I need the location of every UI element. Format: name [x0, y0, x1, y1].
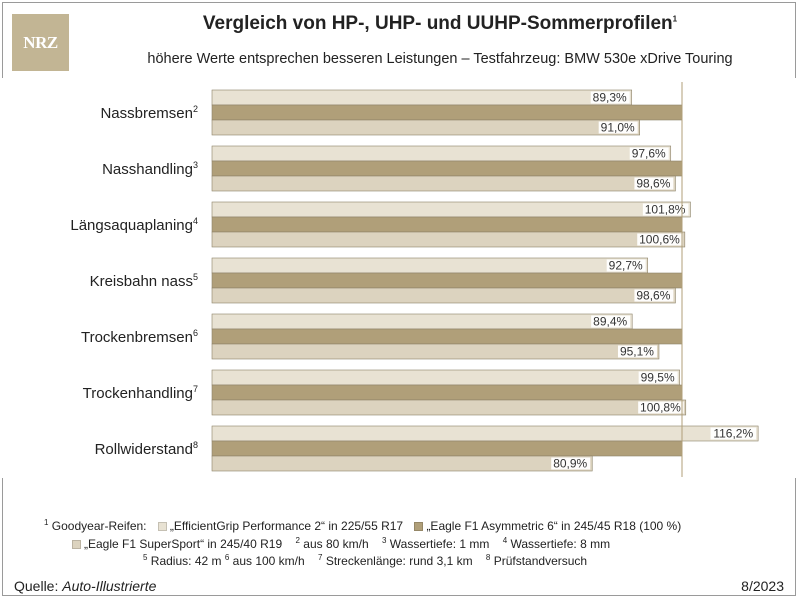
footnote-7: Streckenlänge: rund 3,1 km	[325, 554, 473, 568]
footnote-3: Wassertiefe: 1 mm	[389, 537, 490, 551]
bar-rollwiderstand-s3	[211, 455, 593, 472]
chart-subtitle: höhere Werte entsprechen besseren Leistu…	[147, 51, 733, 67]
data-label-bg-nassbremsen-s1	[590, 91, 630, 104]
source: Quelle: Auto-Illustrierte	[14, 578, 156, 594]
footnote-8: Prüfstandversuch	[493, 554, 588, 568]
data-label-bg-trockenbremsen-s1	[591, 315, 631, 328]
title-text: Vergleich von HP-, UHP- und UUHP-Sommerp…	[202, 13, 673, 34]
data-label-trockenhandling-s1: 99,5%	[641, 371, 675, 385]
bar-nasshandling-s3	[211, 175, 676, 192]
bar-trockenbremsen-s2	[211, 328, 683, 345]
chart-title: Vergleich von HP-, UHP- und UUHP-Sommerp…	[90, 13, 790, 35]
data-label-nassbremsen-s3: 91,0%	[601, 121, 635, 135]
data-label-l-ngsaquaplaning-s3: 100,6%	[639, 233, 680, 247]
bar-kreisbahn-nass-s1	[211, 257, 648, 274]
data-label-nasshandling-s3: 98,6%	[636, 177, 670, 191]
footnote-line-1: 1 Goodyear-Reifen: „EfficientGrip Perfor…	[44, 518, 681, 533]
title-footnote-mark: 1	[672, 14, 678, 24]
data-label-bg-nassbremsen-s3	[598, 121, 638, 134]
bar-trockenbremsen-s3	[211, 343, 660, 360]
data-label-bg-rollwiderstand-s1	[710, 427, 757, 440]
category-label-rollwiderstand: Rollwiderstand8	[95, 440, 198, 458]
legend-swatch-supersport	[72, 540, 81, 549]
bar-nasshandling-s1	[211, 145, 672, 162]
footnote-line-2: „Eagle F1 SuperSport“ in 245/40 R19 2 au…	[72, 536, 610, 551]
data-label-bg-nasshandling-s3	[634, 177, 674, 190]
data-label-trockenbremsen-s1: 89,4%	[593, 315, 627, 329]
category-label-trockenhandling: Trockenhandling7	[83, 384, 198, 402]
data-label-kreisbahn-nass-s1: 92,7%	[609, 259, 643, 273]
data-label-bg-trockenhandling-s3	[638, 401, 684, 414]
source-name: Auto-Illustrierte	[62, 578, 157, 594]
data-label-rollwiderstand-s1: 116,2%	[713, 427, 753, 441]
footnote-line-3: 5 Radius: 42 m 6 aus 100 km/h 7 Strecken…	[143, 553, 588, 568]
bar-trockenhandling-s2	[211, 384, 683, 401]
bar-nassbremsen-s3	[211, 119, 641, 136]
bar-trockenbremsen-s1	[211, 313, 633, 330]
data-label-l-ngsaquaplaning-s1: 101,8%	[645, 203, 686, 217]
publication-date: 8/2023	[741, 578, 784, 594]
category-label-kreisbahn-nass: Kreisbahn nass5	[90, 272, 198, 290]
data-label-bg-kreisbahn-nass-s3	[634, 289, 674, 302]
source-label: Quelle:	[14, 578, 59, 594]
legend-label-efficientgrip: „EfficientGrip Performance 2“ in 225/55 …	[169, 519, 404, 533]
category-label-trockenbremsen: Trockenbremsen6	[81, 328, 198, 346]
legend-label-supersport: „Eagle F1 SuperSport“ in 245/40 R19	[84, 537, 283, 551]
data-label-trockenhandling-s3: 100,8%	[640, 401, 681, 415]
data-label-bg-nasshandling-s1	[629, 147, 669, 160]
nrz-logo: NRZ	[12, 14, 69, 71]
legend-swatch-asymmetric	[414, 522, 424, 531]
bar-rollwiderstand-s2	[211, 440, 683, 457]
data-label-trockenbremsen-s3: 95,1%	[620, 345, 654, 359]
data-label-bg-l-ngsaquaplaning-s3	[637, 233, 683, 246]
category-label-nassbremsen: Nassbremsen2	[100, 104, 198, 122]
bar-l-ngsaquaplaning-s1	[211, 201, 691, 218]
data-label-bg-trockenbremsen-s3	[617, 345, 657, 358]
footnote-mark-1: 1	[44, 518, 49, 527]
bar-kreisbahn-nass-s2	[211, 272, 683, 289]
legend-swatch-efficientgrip	[157, 522, 167, 531]
category-label-l-ngsaquaplaning: Längsaquaplaning4	[70, 216, 198, 234]
category-label-nasshandling: Nasshandling3	[102, 160, 198, 178]
bar-l-ngsaquaplaning-s3	[211, 231, 686, 248]
bar-nassbremsen-s2	[211, 104, 683, 121]
bar-trockenhandling-s3	[211, 399, 687, 416]
footnote-2: aus 80 km/h	[303, 537, 369, 551]
data-label-kreisbahn-nass-s3: 98,6%	[636, 289, 670, 303]
bar-nassbremsen-s1	[211, 89, 633, 106]
data-label-bg-trockenhandling-s1	[638, 371, 678, 384]
footnote-4: Wassertiefe: 8 mm	[510, 537, 611, 551]
data-label-bg-l-ngsaquaplaning-s1	[642, 203, 689, 216]
footnote-5: Radius: 42 m	[150, 554, 222, 568]
bar-trockenhandling-s1	[211, 369, 680, 386]
footnote-6: aus 100 km/h	[232, 554, 305, 568]
footnote-goodyear-label: Goodyear-Reifen:	[51, 519, 147, 533]
data-label-rollwiderstand-s3: 80,9%	[553, 457, 587, 471]
bar-l-ngsaquaplaning-s2	[211, 216, 683, 233]
bar-kreisbahn-nass-s3	[211, 287, 676, 304]
bar-nasshandling-s2	[211, 160, 683, 177]
data-label-nassbremsen-s1: 89,3%	[593, 91, 627, 105]
data-label-bg-rollwiderstand-s3	[551, 457, 591, 470]
data-label-nasshandling-s1: 97,6%	[632, 147, 666, 161]
data-label-bg-kreisbahn-nass-s1	[606, 259, 646, 272]
bar-rollwiderstand-s1	[211, 425, 759, 442]
legend-label-asymmetric: „Eagle F1 Asymmetric 6“ in 245/45 R18 (1…	[426, 519, 682, 533]
